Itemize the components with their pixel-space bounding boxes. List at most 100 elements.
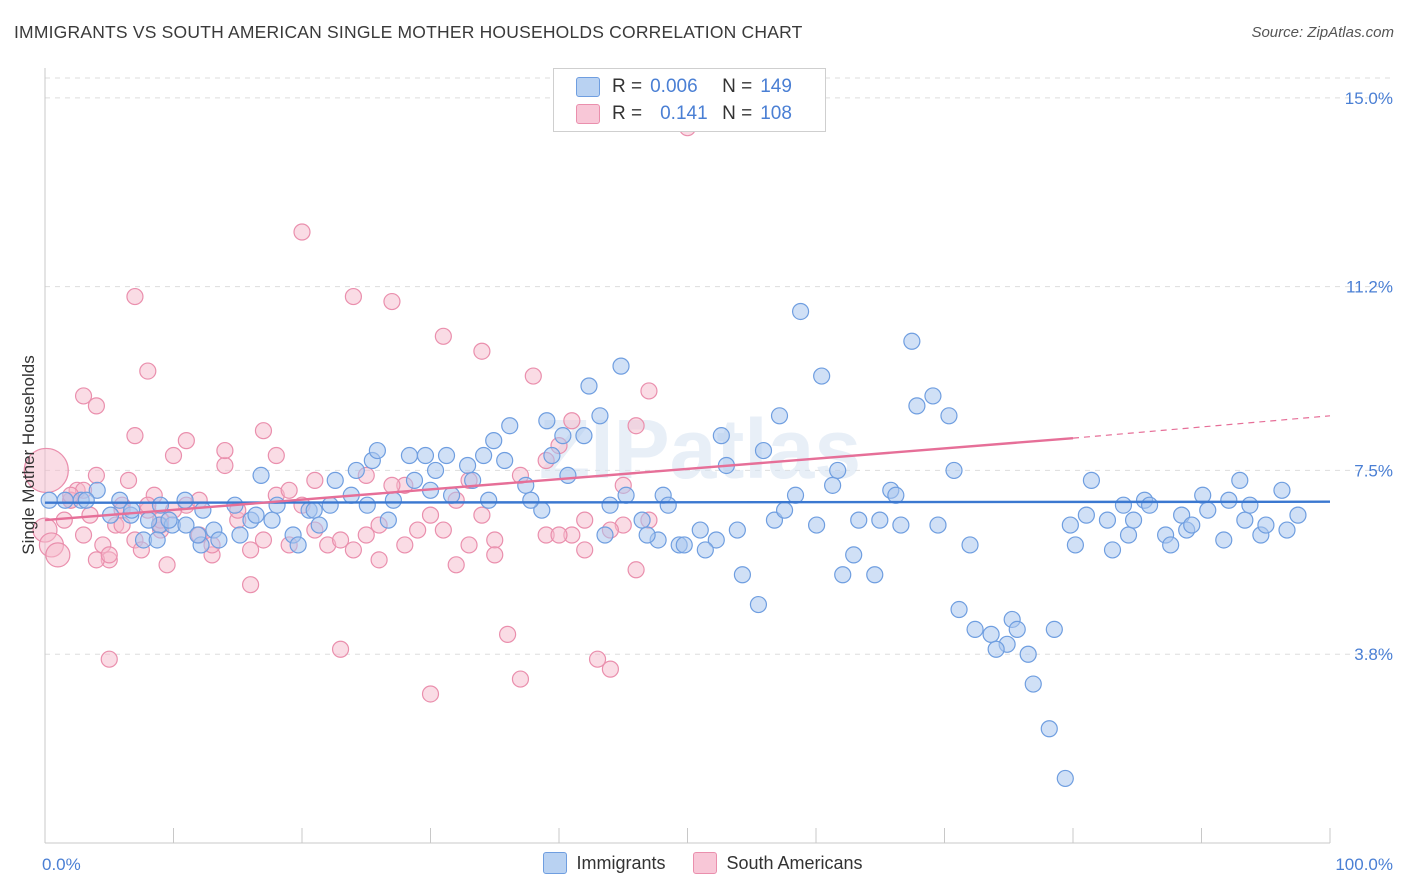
data-point-south-americans bbox=[421, 506, 440, 524]
data-point-south-americans bbox=[409, 521, 427, 539]
data-point-immigrants bbox=[712, 427, 730, 445]
data-point-immigrants bbox=[775, 501, 794, 519]
data-point-south-americans bbox=[267, 446, 285, 465]
data-point-immigrants bbox=[754, 441, 773, 460]
data-point-south-americans bbox=[524, 367, 542, 385]
data-point-south-americans bbox=[396, 536, 414, 554]
data-point-immigrants bbox=[1183, 516, 1201, 534]
data-point-immigrants bbox=[543, 446, 561, 465]
data-point-immigrants bbox=[1019, 645, 1037, 663]
data-point-immigrants bbox=[475, 446, 493, 465]
data-point-immigrants bbox=[517, 476, 535, 494]
data-point-south-americans bbox=[511, 670, 530, 688]
data-point-south-americans bbox=[216, 441, 234, 460]
trend-line-south-americans bbox=[44, 436, 1074, 522]
data-point-south-americans bbox=[126, 427, 144, 445]
data-point-immigrants bbox=[580, 377, 598, 395]
data-point-immigrants bbox=[426, 461, 445, 480]
data-point-immigrants bbox=[591, 407, 609, 425]
chart-title: IMMIGRANTS VS SOUTH AMERICAN SINGLE MOTH… bbox=[14, 22, 803, 42]
data-point-immigrants bbox=[347, 461, 365, 480]
data-point-immigrants bbox=[675, 536, 693, 554]
data-point-south-americans bbox=[499, 625, 517, 643]
data-point-immigrants bbox=[437, 446, 456, 465]
data-point-immigrants bbox=[263, 511, 281, 529]
data-point-south-americans bbox=[331, 531, 350, 549]
data-point-immigrants bbox=[596, 526, 614, 544]
data-point-immigrants bbox=[786, 486, 805, 504]
data-point-immigrants bbox=[887, 486, 905, 504]
data-point-south-americans bbox=[344, 541, 362, 559]
data-point-immigrants bbox=[1162, 536, 1180, 554]
data-point-south-americans bbox=[344, 287, 362, 306]
data-point-south-americans bbox=[627, 561, 645, 579]
data-point-immigrants bbox=[824, 476, 842, 494]
data-point-south-americans bbox=[45, 542, 71, 568]
data-point-immigrants bbox=[601, 496, 619, 514]
data-point-immigrants bbox=[151, 496, 170, 514]
data-point-immigrants bbox=[1236, 511, 1254, 529]
data-point-immigrants bbox=[834, 566, 852, 584]
data-point-immigrants bbox=[1124, 511, 1143, 529]
data-point-immigrants bbox=[728, 521, 746, 539]
data-point-immigrants bbox=[247, 506, 265, 524]
data-point-south-americans bbox=[383, 292, 401, 311]
data-point-south-americans bbox=[177, 432, 195, 450]
data-point-immigrants bbox=[845, 546, 863, 564]
data-point-south-americans bbox=[331, 640, 350, 658]
data-point-immigrants bbox=[310, 516, 328, 534]
data-point-immigrants bbox=[111, 491, 129, 509]
trend-lines bbox=[44, 415, 1331, 522]
y-tick-label: 7.5% bbox=[1354, 461, 1393, 480]
data-point-immigrants bbox=[485, 432, 503, 450]
data-point-immigrants bbox=[733, 566, 752, 584]
data-point-immigrants bbox=[961, 536, 979, 554]
data-point-immigrants bbox=[1077, 506, 1095, 524]
data-point-immigrants bbox=[177, 516, 195, 534]
data-point-immigrants bbox=[612, 357, 630, 375]
source-credit: Source: ZipAtlas.com bbox=[1251, 24, 1394, 41]
data-point-immigrants bbox=[633, 511, 651, 529]
data-point-immigrants bbox=[696, 541, 714, 559]
data-point-immigrants bbox=[807, 516, 826, 534]
data-point-immigrants bbox=[1008, 620, 1026, 638]
data-point-south-americans bbox=[164, 446, 183, 465]
data-point-immigrants bbox=[1199, 501, 1217, 519]
data-point-immigrants bbox=[791, 302, 810, 321]
data-point-immigrants bbox=[1024, 675, 1042, 693]
data-point-immigrants bbox=[1114, 496, 1133, 514]
data-point-south-americans bbox=[576, 541, 594, 559]
data-point-immigrants bbox=[575, 427, 593, 445]
data-point-south-americans bbox=[434, 327, 452, 345]
data-point-immigrants bbox=[210, 531, 228, 549]
data-point-south-americans bbox=[601, 660, 620, 678]
data-point-south-americans bbox=[87, 466, 106, 485]
data-point-south-americans bbox=[640, 382, 658, 400]
data-point-immigrants bbox=[770, 407, 789, 425]
data-point-south-americans bbox=[460, 536, 478, 554]
data-point-immigrants bbox=[617, 486, 635, 504]
legend-swatch-pink bbox=[693, 852, 718, 874]
data-point-immigrants bbox=[638, 526, 656, 544]
trend-line-immigrants bbox=[44, 500, 1331, 504]
data-point-immigrants bbox=[496, 451, 514, 470]
data-point-immigrants bbox=[480, 491, 498, 509]
data-point-south-americans bbox=[87, 397, 106, 415]
legend-item-immigrants: Immigrants bbox=[543, 852, 665, 874]
data-point-immigrants bbox=[305, 501, 323, 519]
legend-swatch-pink bbox=[576, 104, 600, 124]
data-point-immigrants bbox=[252, 466, 270, 485]
data-point-south-americans bbox=[473, 342, 491, 360]
data-point-immigrants bbox=[1056, 769, 1074, 788]
data-point-immigrants bbox=[1273, 481, 1291, 499]
data-point-immigrants bbox=[1103, 541, 1122, 559]
stats-legend: R = 0.006 N = 149 R = 0.141 N = 108 bbox=[553, 68, 826, 132]
data-point-immigrants bbox=[326, 471, 344, 489]
data-point-immigrants bbox=[1119, 526, 1138, 544]
data-point-immigrants bbox=[659, 496, 677, 514]
data-point-immigrants bbox=[940, 407, 958, 425]
data-point-immigrants bbox=[56, 491, 74, 509]
data-point-immigrants bbox=[903, 332, 921, 350]
data-point-immigrants bbox=[866, 566, 884, 584]
